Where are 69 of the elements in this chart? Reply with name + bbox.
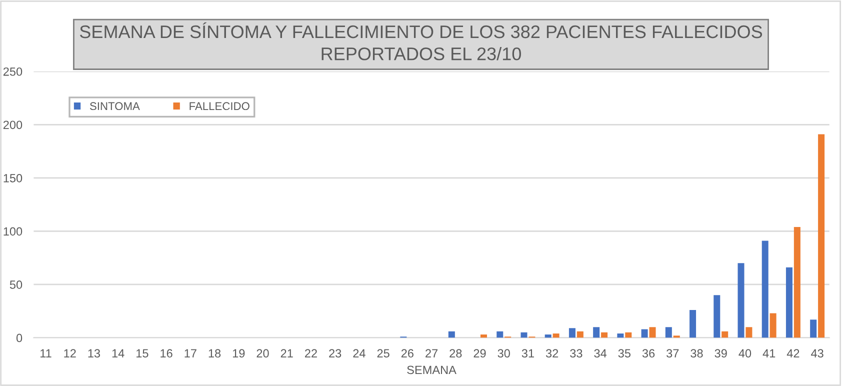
bar (520, 332, 528, 338)
x-tick-label: 18 (208, 349, 221, 358)
x-tick-label: 13 (88, 349, 100, 358)
bar (746, 327, 752, 338)
x-tick-label: 35 (618, 349, 630, 358)
bar (576, 331, 584, 338)
legend-label: SINTOMA (90, 102, 140, 110)
x-tick-label: 14 (112, 349, 124, 358)
bar (810, 320, 817, 338)
x-tick-label: 25 (377, 349, 390, 358)
bar (593, 327, 600, 338)
x-tick-label: 19 (232, 349, 245, 358)
bar (496, 331, 504, 338)
x-tick-label: 22 (304, 349, 317, 358)
x-tick-label: 38 (690, 349, 703, 358)
x-tick-label: 17 (184, 349, 196, 358)
y-tick-label: 250 (3, 67, 22, 76)
x-tick-label: 15 (136, 349, 148, 358)
bar (552, 333, 560, 338)
bar (617, 333, 624, 338)
bar (544, 334, 552, 338)
y-tick-label: 150 (4, 174, 22, 182)
y-tick-label: 0 (16, 334, 22, 342)
x-tick-label: 12 (64, 349, 76, 358)
bar (625, 332, 632, 338)
bar (448, 331, 455, 338)
x-tick-label: 31 (522, 349, 534, 358)
x-tick-label: 39 (714, 349, 727, 358)
x-tick-label: 40 (738, 349, 752, 358)
x-tick-label: 30 (498, 349, 510, 358)
x-tick-label: 28 (450, 349, 462, 358)
bar (641, 329, 648, 338)
bar (690, 310, 696, 338)
x-tick-label: 20 (256, 349, 269, 358)
x-tick-label: 27 (426, 349, 438, 358)
legend-label: FALLECIDO (190, 102, 250, 110)
x-tick-label: 29 (474, 349, 486, 358)
bar (714, 295, 720, 338)
x-tick-label: 33 (570, 349, 582, 358)
bar (722, 331, 728, 338)
x-tick-label: 11 (40, 349, 52, 358)
y-tick-label: 200 (3, 120, 22, 130)
x-tick-label: 26 (401, 349, 414, 358)
bar (480, 334, 487, 338)
bar (762, 240, 768, 338)
x-axis-title: SEMANA (407, 366, 456, 374)
bar (601, 332, 608, 338)
x-tick-label: 23 (329, 349, 342, 358)
y-tick-label: 50 (10, 280, 22, 289)
x-tick-label: 42 (786, 349, 800, 358)
bar (818, 134, 825, 338)
chart-title: SEMANA DE SÍNTOMA Y FALLECIMIENTO DE LOS 382 PACIENTES FALLECIDOS REPORTADOS EL 23/10 (80, 22, 762, 60)
bar (786, 267, 792, 338)
bar (794, 226, 800, 338)
x-tick-label: 41 (762, 349, 776, 358)
x-tick-label: 36 (642, 349, 655, 358)
x-tick-label: 32 (546, 349, 558, 358)
y-tick-label: 100 (4, 227, 22, 236)
x-tick-label: 16 (160, 349, 172, 358)
x-tick-label: 43 (811, 349, 824, 358)
bar (770, 313, 776, 338)
bar (665, 327, 672, 338)
x-tick-label: 34 (594, 349, 607, 358)
x-tick-label: 24 (353, 349, 366, 358)
bar (738, 263, 744, 338)
bar (649, 327, 656, 338)
x-tick-label: 37 (666, 349, 679, 358)
x-tick-label: 21 (280, 349, 293, 358)
bar (568, 328, 576, 338)
